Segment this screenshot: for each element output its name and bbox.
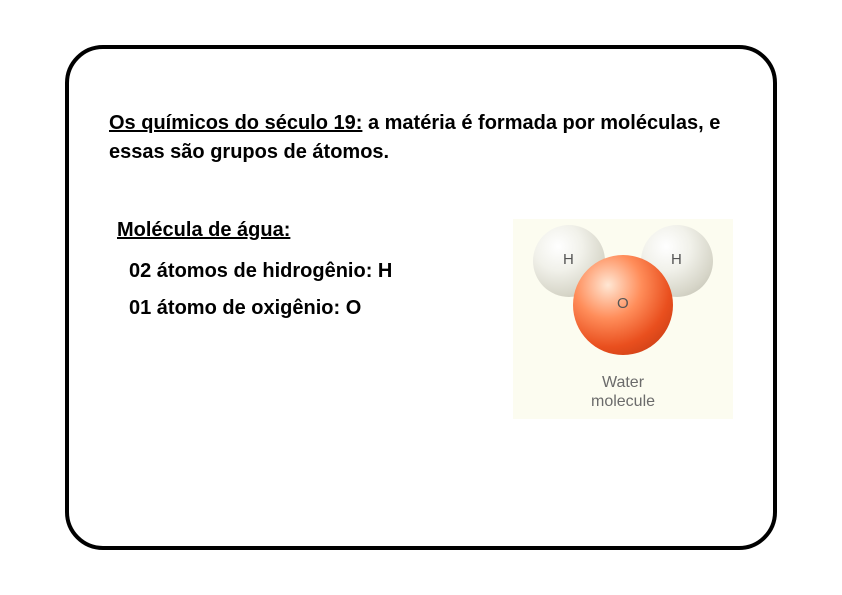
content-row: Molécula de água: 02 átomos de hidrogêni… (109, 219, 733, 419)
subhead-water-molecule: Molécula de água: (117, 219, 483, 242)
molecule-diagram: H H O (523, 225, 723, 365)
figure-water-molecule: H H O Water molecule (513, 219, 733, 419)
label-h-left: H (563, 251, 574, 268)
figure-caption: Water molecule (591, 373, 655, 411)
bullet-hydrogen: 02 átomos de hidrogênio: H (129, 260, 483, 283)
label-h-right: H (671, 251, 682, 268)
caption-line1: Water (602, 374, 644, 391)
label-o: O (617, 295, 629, 312)
text-column: Molécula de água: 02 átomos de hidrogêni… (109, 219, 483, 334)
intro-paragraph: Os químicos do século 19: a matéria é fo… (109, 109, 733, 167)
caption-line2: molecule (591, 393, 655, 410)
slide-frame: Os químicos do século 19: a matéria é fo… (65, 45, 777, 550)
intro-lead: Os químicos do século 19: (109, 112, 362, 134)
bullet-oxygen: 01 átomo de oxigênio: O (129, 297, 483, 320)
